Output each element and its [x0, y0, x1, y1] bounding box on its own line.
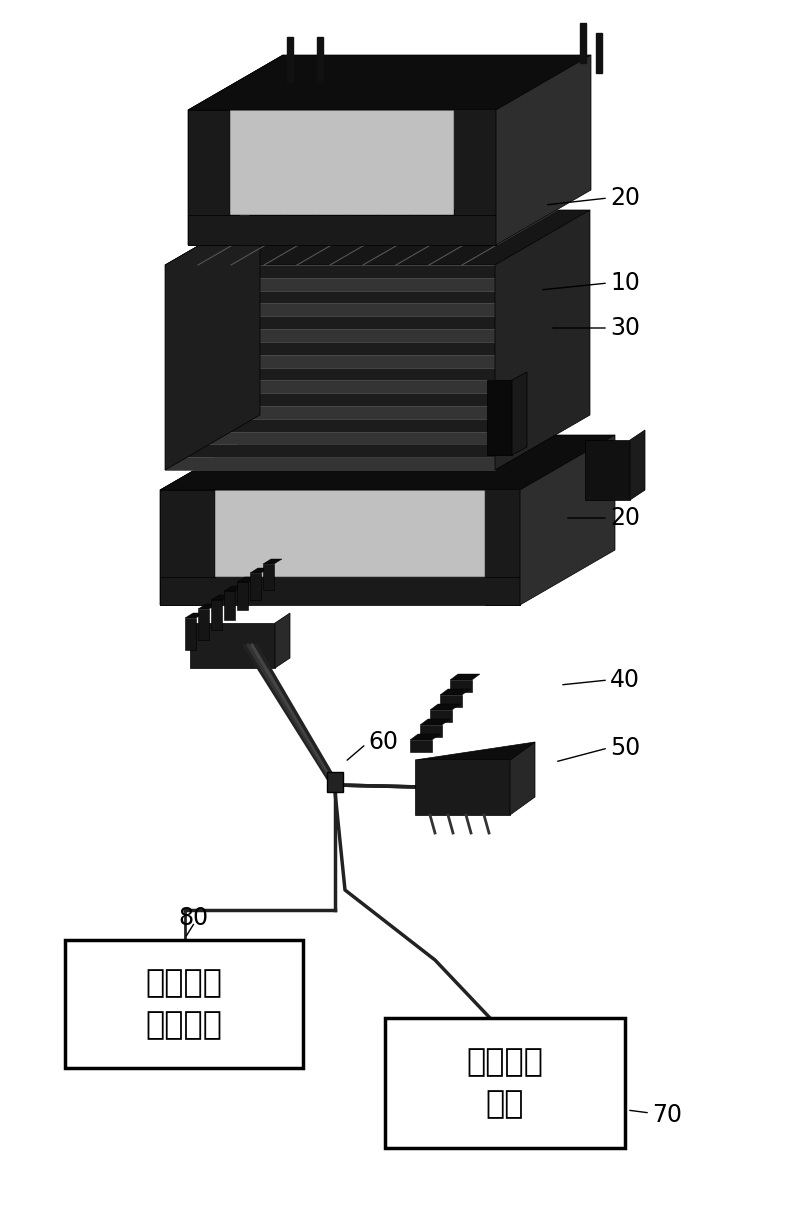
- Bar: [317, 37, 323, 82]
- Text: 80: 80: [178, 906, 208, 929]
- FancyBboxPatch shape: [65, 940, 303, 1069]
- Polygon shape: [165, 265, 495, 278]
- Polygon shape: [415, 742, 535, 760]
- Polygon shape: [224, 586, 243, 591]
- Polygon shape: [237, 582, 248, 611]
- Polygon shape: [224, 591, 235, 620]
- Polygon shape: [165, 419, 495, 432]
- Polygon shape: [454, 110, 496, 245]
- Bar: [287, 37, 293, 82]
- Polygon shape: [160, 435, 615, 490]
- Polygon shape: [165, 278, 495, 291]
- Polygon shape: [165, 457, 495, 470]
- Polygon shape: [275, 613, 290, 668]
- Polygon shape: [165, 444, 495, 457]
- Polygon shape: [495, 211, 590, 470]
- Polygon shape: [250, 572, 261, 599]
- Polygon shape: [487, 380, 512, 455]
- Polygon shape: [165, 406, 495, 419]
- Polygon shape: [410, 740, 432, 752]
- Bar: [327, 772, 343, 792]
- Polygon shape: [165, 329, 495, 342]
- Polygon shape: [415, 760, 510, 815]
- Polygon shape: [520, 435, 615, 604]
- Text: 60: 60: [368, 730, 398, 755]
- Polygon shape: [188, 215, 496, 245]
- Text: 20: 20: [610, 186, 640, 211]
- Text: 强制电流: 强制电流: [146, 969, 222, 1000]
- Polygon shape: [250, 567, 269, 572]
- Text: 流入模块: 流入模块: [146, 1011, 222, 1041]
- Polygon shape: [512, 372, 527, 455]
- Polygon shape: [510, 742, 535, 815]
- Polygon shape: [430, 704, 460, 710]
- Polygon shape: [420, 725, 442, 737]
- Polygon shape: [160, 435, 255, 604]
- Polygon shape: [165, 291, 495, 303]
- Polygon shape: [160, 577, 520, 604]
- Polygon shape: [410, 734, 440, 740]
- Polygon shape: [165, 380, 495, 393]
- Polygon shape: [165, 211, 590, 265]
- Polygon shape: [165, 432, 495, 444]
- Polygon shape: [263, 564, 274, 590]
- Polygon shape: [198, 609, 209, 640]
- Text: 50: 50: [610, 736, 640, 760]
- Polygon shape: [165, 355, 495, 368]
- Polygon shape: [185, 613, 204, 618]
- Text: 70: 70: [652, 1103, 682, 1128]
- Polygon shape: [440, 689, 470, 696]
- Polygon shape: [215, 490, 485, 577]
- Polygon shape: [165, 316, 495, 329]
- Text: 10: 10: [610, 271, 640, 295]
- Polygon shape: [165, 342, 495, 355]
- Polygon shape: [630, 430, 645, 500]
- Bar: [596, 33, 602, 73]
- Text: 30: 30: [610, 316, 640, 340]
- Polygon shape: [198, 604, 217, 609]
- Bar: [580, 23, 586, 63]
- Polygon shape: [190, 623, 275, 668]
- Text: 电压传感: 电压传感: [466, 1048, 543, 1078]
- Polygon shape: [165, 303, 495, 316]
- Polygon shape: [165, 211, 260, 470]
- Polygon shape: [585, 439, 630, 500]
- Text: 40: 40: [610, 668, 640, 692]
- Polygon shape: [430, 710, 452, 723]
- Polygon shape: [211, 599, 222, 630]
- Polygon shape: [188, 110, 230, 245]
- Polygon shape: [165, 393, 495, 406]
- Polygon shape: [185, 618, 196, 650]
- Text: 20: 20: [610, 506, 640, 531]
- Polygon shape: [420, 719, 450, 725]
- Text: 模块: 模块: [486, 1089, 524, 1120]
- Polygon shape: [485, 490, 520, 604]
- Polygon shape: [440, 696, 462, 707]
- Polygon shape: [450, 675, 480, 680]
- Polygon shape: [165, 368, 495, 380]
- Polygon shape: [211, 595, 230, 599]
- Polygon shape: [188, 55, 591, 110]
- FancyBboxPatch shape: [385, 1018, 625, 1149]
- Polygon shape: [188, 55, 283, 245]
- Polygon shape: [160, 490, 215, 604]
- Polygon shape: [230, 110, 454, 215]
- Polygon shape: [496, 55, 591, 245]
- Polygon shape: [450, 680, 472, 692]
- Polygon shape: [237, 577, 256, 582]
- Polygon shape: [263, 559, 282, 564]
